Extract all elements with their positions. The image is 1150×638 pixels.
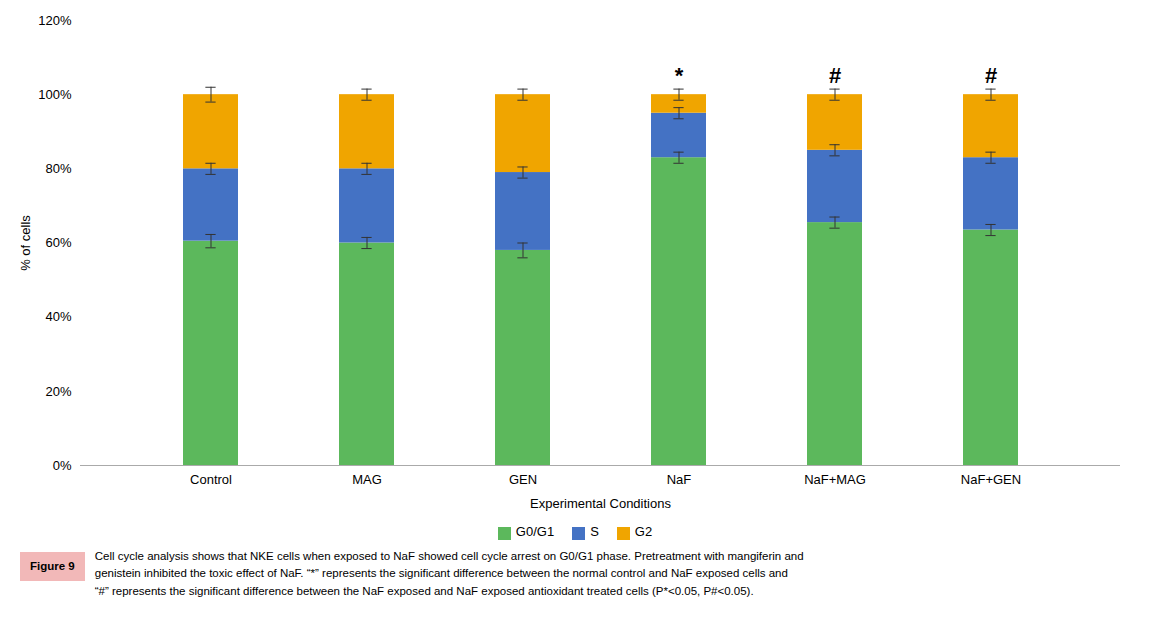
svg-text:NaF+GEN: NaF+GEN — [961, 472, 1021, 487]
svg-text:GEN: GEN — [509, 472, 537, 487]
svg-text:MAG: MAG — [352, 472, 382, 487]
svg-text:100%: 100% — [38, 87, 72, 102]
svg-text:*: * — [675, 63, 684, 88]
svg-text:#: # — [985, 63, 997, 88]
html-text:Cell cycle analysis shows that: Cell cycle analysis shows that NKE cells… — [94, 550, 804, 562]
svg-text:0%: 0% — [53, 458, 72, 473]
svg-text:% of cells: % of cells — [18, 215, 33, 271]
html-text:G2: G2 — [634, 524, 653, 540]
svg-text:Control: Control — [190, 472, 232, 487]
svg-text:40%: 40% — [45, 309, 71, 324]
html-text:G0/G1: G0/G1 — [515, 524, 555, 540]
html-text:Figure 9: Figure 9 — [30, 560, 75, 572]
html-text:S: S — [590, 524, 599, 540]
svg-text:120%: 120% — [38, 13, 72, 28]
svg-text:NaF+MAG: NaF+MAG — [804, 472, 866, 487]
svg-text:60%: 60% — [45, 235, 71, 250]
html-text:“#” represents the significant: “#” represents the significant differenc… — [94, 584, 754, 597]
svg-text:Experimental Conditions: Experimental Conditions — [530, 496, 671, 511]
html-text:genistein inhibited the toxic: genistein inhibited the toxic effect of … — [94, 567, 788, 580]
svg-text:NaF: NaF — [667, 472, 692, 487]
svg-text:#: # — [829, 63, 841, 88]
svg-text:80%: 80% — [45, 161, 71, 176]
svg-text:20%: 20% — [45, 383, 71, 398]
